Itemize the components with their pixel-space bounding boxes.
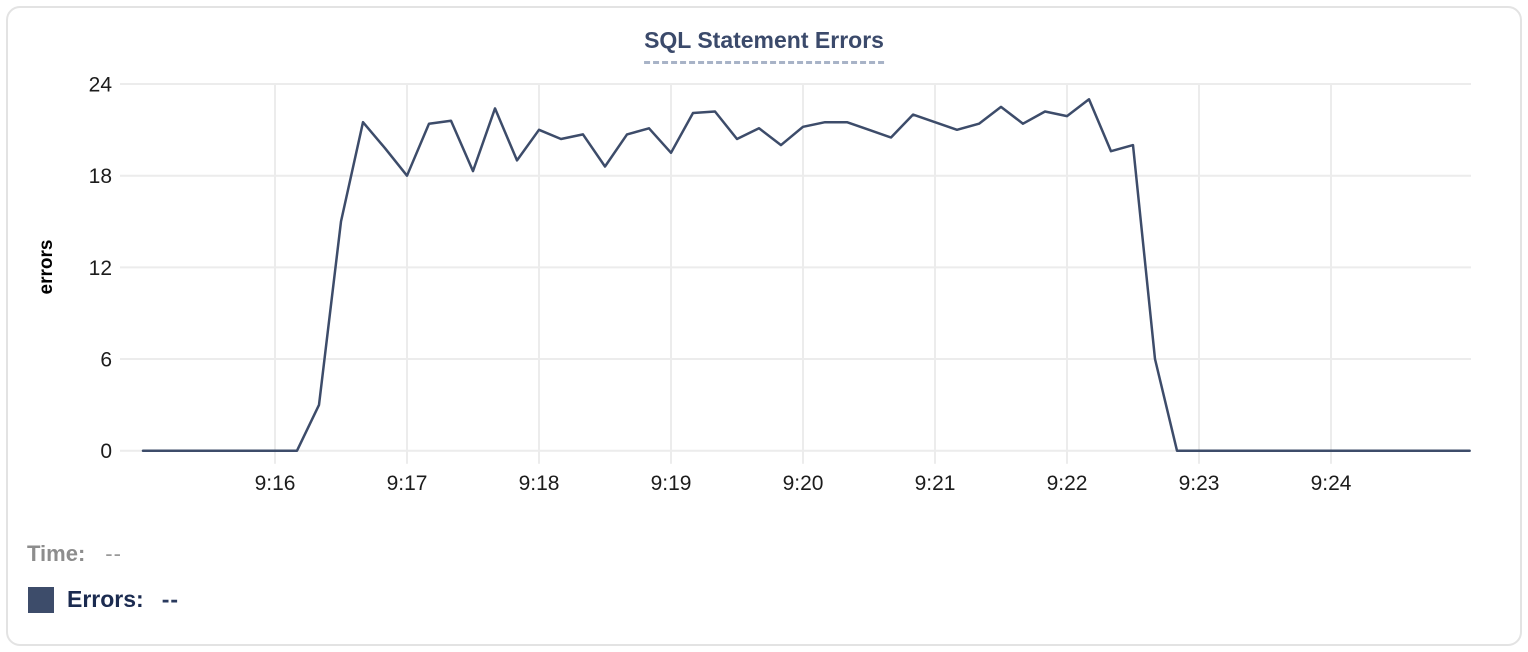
gridlines — [120, 83, 1471, 464]
x-tick-label: 9:21 — [915, 472, 956, 495]
axis-tick-labels: 0 6 12 18 24 9:16 9:17 9:18 9:19 9:20 9:21 9:22 9:23… — [89, 74, 1352, 496]
chart-card — [6, 6, 1522, 646]
legend-errors-row: Errors: -- — [28, 586, 179, 613]
x-tick-label: 9:16 — [255, 472, 296, 495]
y-tick-label: 24 — [89, 74, 113, 97]
tooltip-time-row: Time: -- — [27, 541, 122, 567]
x-tick-label: 9:19 — [651, 472, 692, 495]
errors-series-swatch — [28, 586, 54, 613]
x-tick-label: 9:20 — [783, 472, 824, 495]
y-tick-label: 6 — [100, 349, 112, 372]
x-tick-label: 9:24 — [1311, 472, 1352, 495]
errors-series-line — [141, 98, 1471, 452]
y-tick-label: 12 — [89, 257, 112, 280]
y-tick-label: 18 — [89, 165, 112, 188]
time-value: -- — [105, 541, 122, 566]
x-tick-label: 9:22 — [1047, 472, 1088, 495]
errors-value: -- — [161, 586, 180, 612]
x-tick-label: 9:17 — [387, 472, 428, 495]
chart-title[interactable]: SQL Statement Errors — [644, 27, 884, 64]
errors-label: Errors: — [67, 586, 144, 612]
time-label: Time: — [27, 541, 86, 566]
x-tick-label: 9:23 — [1179, 472, 1220, 495]
y-tick-label: 0 — [100, 440, 112, 463]
x-tick-label: 9:18 — [519, 472, 560, 495]
y-axis-label: errors — [36, 239, 57, 295]
